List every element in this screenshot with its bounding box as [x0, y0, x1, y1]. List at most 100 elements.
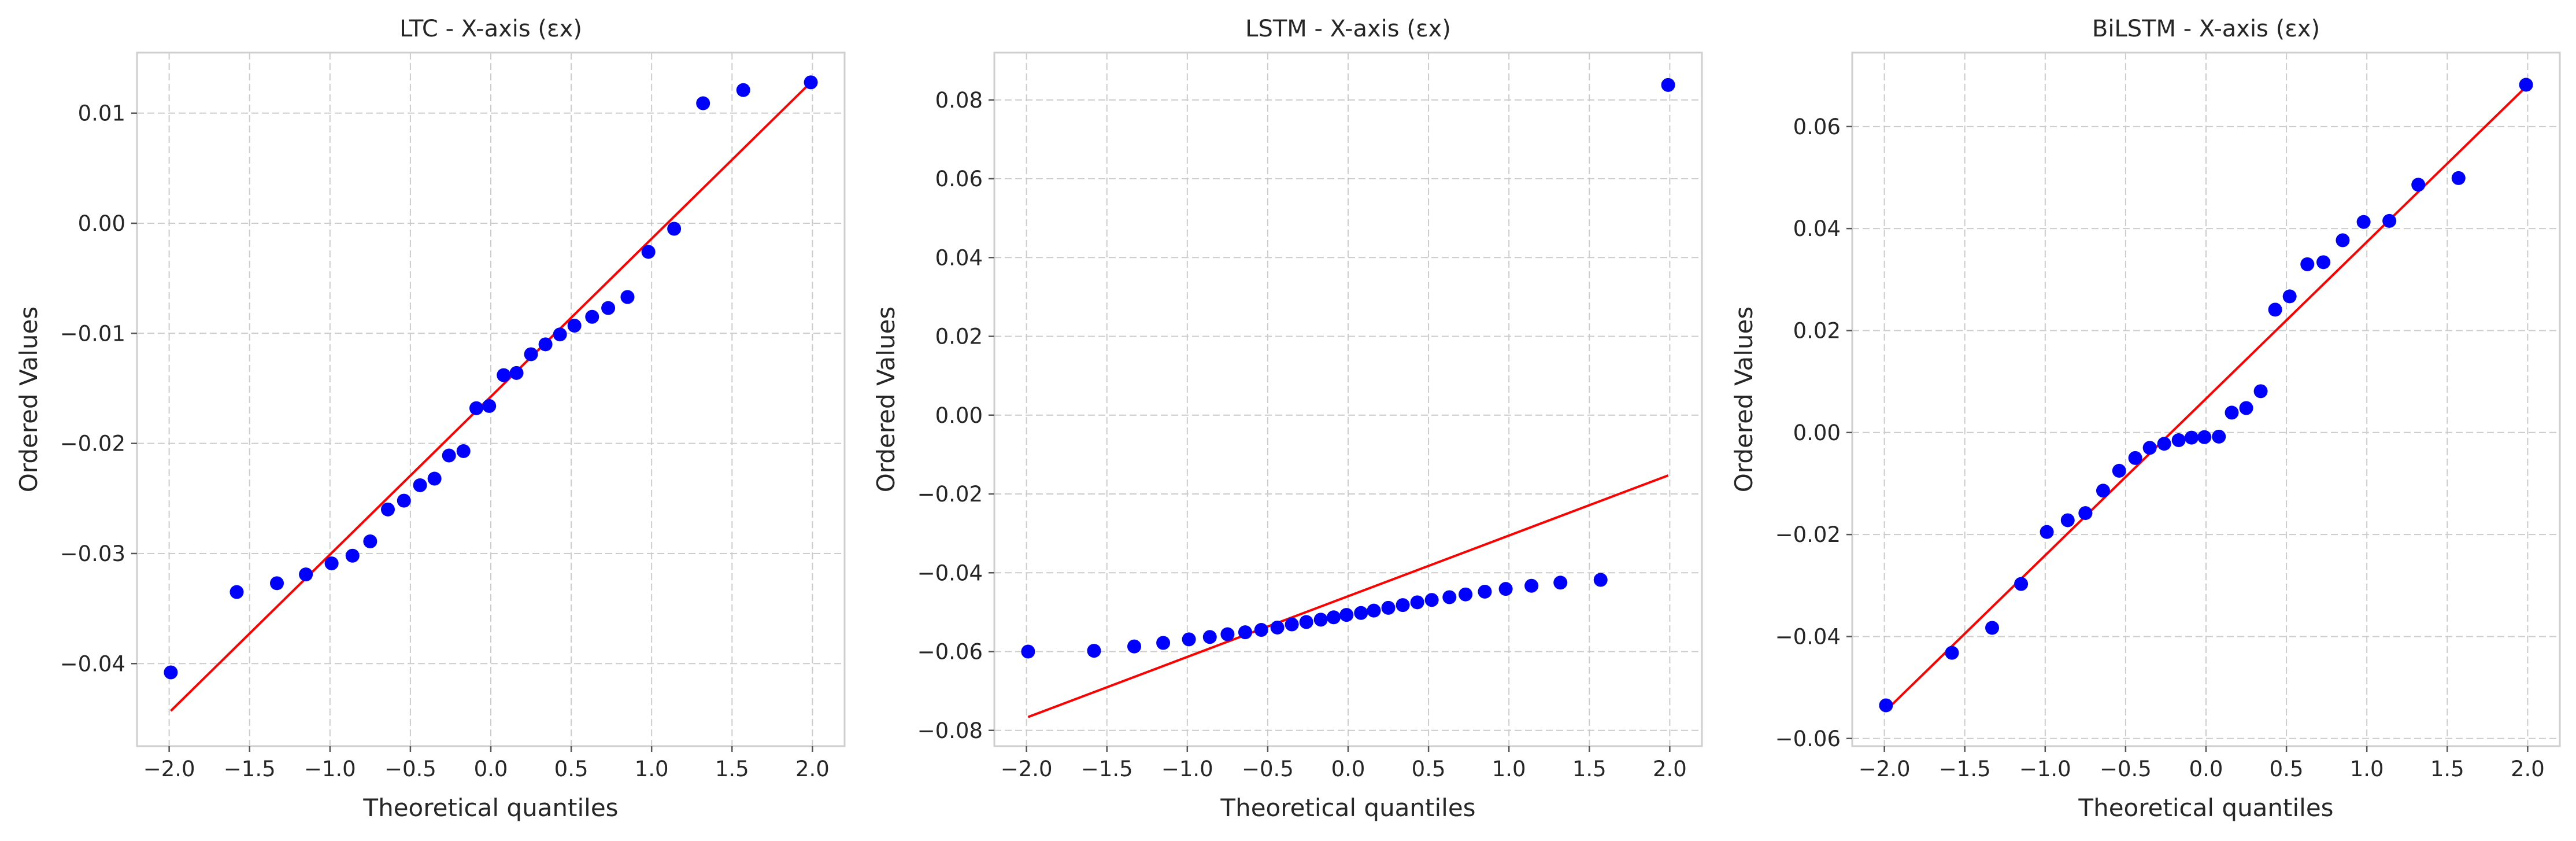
data-point	[2040, 525, 2054, 539]
y-axis-label: Ordered Values	[872, 307, 900, 493]
data-point	[1313, 613, 1328, 627]
data-point	[1424, 593, 1439, 607]
data-point	[324, 556, 339, 571]
x-tick-label: 1.0	[635, 757, 669, 781]
y-tick-label: −0.02	[1775, 522, 1841, 547]
x-tick-label: −2.0	[143, 757, 195, 781]
x-tick-label: 2.0	[795, 757, 830, 781]
data-point	[1381, 600, 1396, 615]
x-tick-label: 2.0	[1653, 757, 1687, 781]
y-tick-label: −0.06	[1775, 726, 1841, 751]
data-point	[1127, 639, 1142, 654]
x-tick-label: 0.0	[474, 757, 508, 781]
data-point	[1985, 621, 2000, 635]
data-point	[585, 309, 599, 324]
y-tick-label: 0.02	[935, 324, 983, 349]
data-point	[2519, 78, 2533, 92]
panel-bilstm: −2.0 −1.5 −1.0 −0.5 0.0 0.5 1.0 1.5 2.0 −0.06 −0.0…	[1730, 16, 2561, 822]
data-point	[299, 567, 313, 582]
data-point	[2300, 257, 2315, 271]
y-tick-label: −0.04	[1775, 624, 1841, 649]
x-tick-label: −2.0	[1001, 757, 1053, 781]
y-tick-label: −0.08	[917, 718, 983, 743]
data-point	[553, 327, 567, 342]
data-point	[2014, 577, 2029, 591]
data-point	[2096, 484, 2110, 498]
y-tick-label: 0.00	[1793, 420, 1841, 445]
x-tick-label: 0.5	[2270, 757, 2304, 781]
x-tick-label: −0.5	[1242, 757, 1294, 781]
data-point	[1498, 582, 1513, 596]
data-point	[1396, 598, 1410, 613]
data-point	[667, 222, 682, 236]
data-point	[804, 75, 818, 90]
y-axis-label: Ordered Values	[1730, 307, 1758, 493]
data-point	[482, 399, 497, 413]
data-point	[427, 471, 442, 486]
y-tick-label: −0.01	[60, 321, 125, 346]
data-point	[641, 245, 656, 259]
x-tick-label: −1.5	[1081, 757, 1133, 781]
x-tick-label: −1.0	[2019, 757, 2071, 781]
x-tick-label: 2.0	[2511, 757, 2545, 781]
data-point	[397, 493, 411, 508]
data-point	[1442, 590, 1457, 604]
data-point	[1285, 617, 1299, 632]
data-point	[230, 585, 244, 599]
y-tick-label: 0.04	[935, 245, 983, 270]
x-tick-label: −2.0	[1859, 757, 1911, 781]
data-points	[1021, 78, 1675, 659]
data-point	[2282, 289, 2297, 304]
panel-ltc: −2.0 −1.5 −1.0 −0.5 0.0 0.5 1.0 1.5 2.0 −0.04 −0.0…	[14, 16, 846, 822]
y-tick-label: 0.08	[935, 88, 983, 113]
data-point	[2316, 255, 2331, 270]
y-tick-label: −0.04	[60, 651, 125, 676]
data-point	[1945, 645, 1959, 660]
data-point	[1254, 623, 1268, 637]
data-point	[1182, 632, 1196, 647]
data-point	[2212, 429, 2226, 444]
data-point	[1553, 576, 1568, 590]
data-point	[509, 366, 524, 380]
grid	[994, 53, 1702, 746]
data-point	[2060, 513, 2075, 528]
x-tick-label: 1.5	[715, 757, 749, 781]
data-point	[442, 448, 456, 463]
data-point	[2451, 171, 2466, 185]
x-tick-label: 1.0	[1492, 757, 1526, 781]
data-point	[538, 337, 553, 352]
x-tick-label: −1.5	[1939, 757, 1991, 781]
data-point	[456, 444, 471, 458]
data-point	[1087, 644, 1101, 658]
data-point	[524, 347, 538, 362]
x-tick-label: 0.0	[1331, 757, 1365, 781]
x-tick-label: −0.5	[384, 757, 436, 781]
data-point	[1354, 606, 1368, 620]
chart-title: LSTM - X-axis (εx)	[1245, 16, 1451, 42]
grid	[1852, 53, 2560, 746]
x-axis-label: Theoretical quantiles	[362, 794, 618, 822]
data-point	[601, 301, 616, 315]
data-point	[1524, 578, 1539, 593]
data-point	[1270, 620, 1285, 635]
x-tick-label: 1.5	[2430, 757, 2464, 781]
data-point	[620, 290, 635, 304]
data-point	[1661, 78, 1675, 92]
data-point	[1220, 627, 1235, 641]
data-point	[1478, 584, 1492, 599]
data-point	[2184, 430, 2199, 445]
data-point	[2171, 433, 2186, 448]
data-points	[1879, 78, 2533, 713]
x-axis-label: Theoretical quantiles	[2078, 794, 2333, 822]
y-tick-label: 0.00	[935, 403, 983, 428]
data-point	[469, 401, 483, 415]
data-point	[1202, 630, 1217, 644]
y-tick-label: −0.02	[917, 482, 983, 507]
data-point	[2382, 213, 2397, 228]
data-point	[696, 96, 710, 110]
y-tick-label: −0.06	[917, 640, 983, 665]
data-point	[1459, 587, 1473, 602]
data-point	[736, 83, 750, 97]
fit-line	[170, 81, 812, 712]
data-point	[164, 665, 178, 680]
